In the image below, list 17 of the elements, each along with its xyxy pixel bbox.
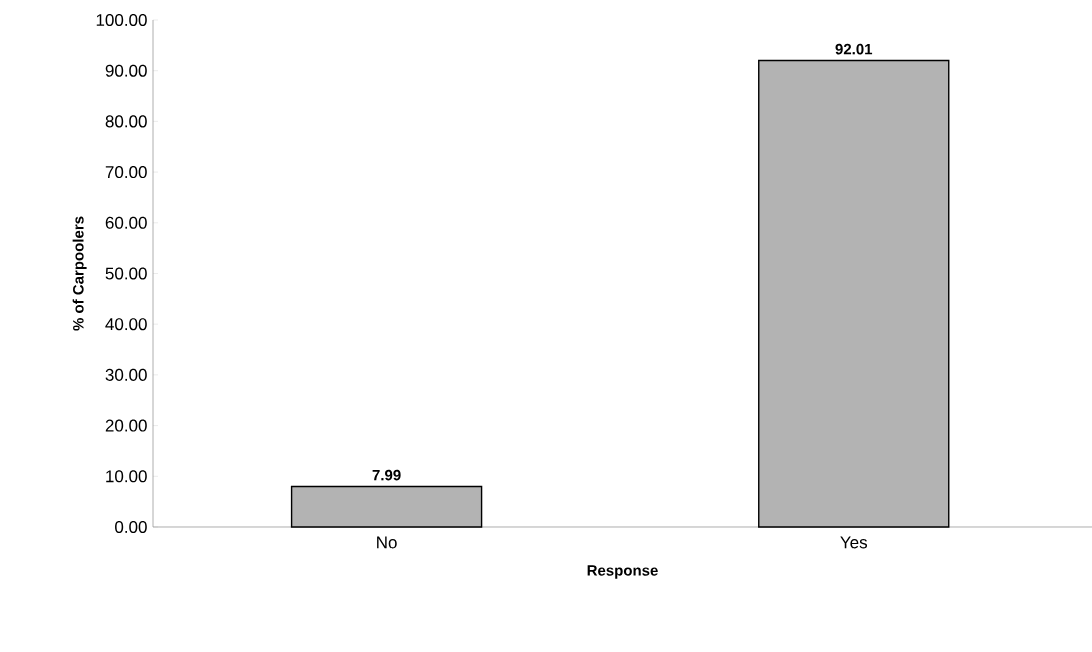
- y-tick-label: 0.00: [115, 520, 147, 534]
- y-tick-label: 70.00: [105, 166, 147, 179]
- y-tick-label: 40.00: [105, 318, 147, 331]
- y-tick-label: 50.00: [105, 267, 147, 280]
- y-axis-title: % of Carpoolers: [72, 216, 87, 331]
- x-tick-label: No: [377, 536, 397, 549]
- y-tick-label: 10.00: [106, 470, 147, 483]
- y-tick-label: 100.00: [96, 13, 147, 27]
- x-axis-title: Response: [587, 565, 658, 579]
- data-label: 7.99: [372, 469, 401, 481]
- x-tick-label: Yes: [840, 536, 868, 549]
- y-tick-label: 80.00: [105, 115, 147, 128]
- data-label: 92.01: [835, 43, 873, 55]
- y-tick-label: 20.00: [105, 419, 147, 432]
- y-tick-label: 90.00: [105, 64, 147, 77]
- y-tick-label: 60.00: [105, 216, 147, 229]
- y-tick-label: 30.00: [105, 368, 147, 381]
